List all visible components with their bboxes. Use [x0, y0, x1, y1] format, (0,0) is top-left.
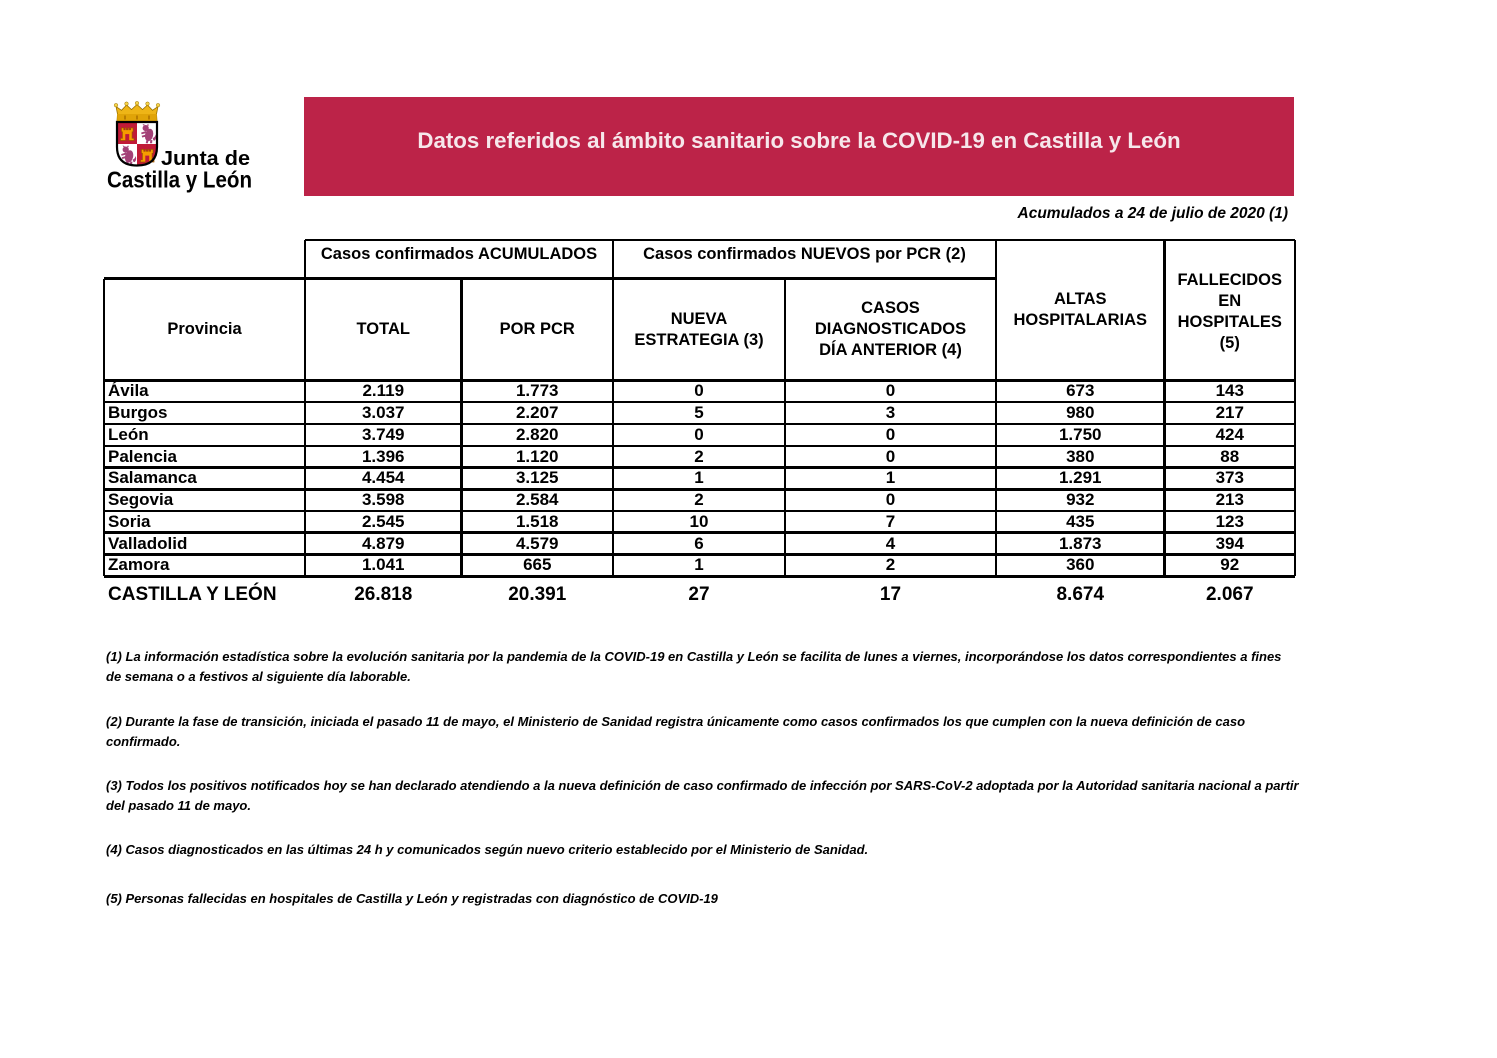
svg-text:Castilla y León: Castilla y León — [107, 167, 252, 193]
svg-text:Junta de: Junta de — [161, 148, 250, 170]
